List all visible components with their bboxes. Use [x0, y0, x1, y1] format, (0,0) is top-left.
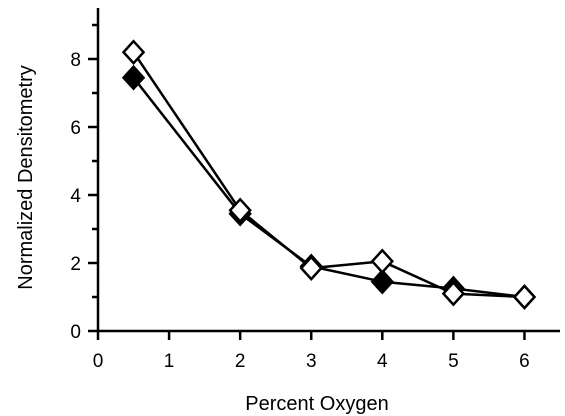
x-tick-label: 3: [306, 351, 317, 372]
y-tick-label: 6: [70, 118, 81, 139]
y-ticks: 0 2 4 6 8: [70, 23, 98, 343]
series-2-point: [441, 280, 466, 307]
series-2-point: [299, 255, 323, 281]
series-lines: [132, 51, 525, 299]
x-tick-label: 6: [519, 351, 530, 372]
x-tick-label: 0: [93, 351, 104, 372]
series-2-point: [512, 284, 537, 310]
x-tick-label: 4: [377, 351, 388, 372]
x-tick-label: 1: [164, 351, 175, 372]
y-axis-label: Normalized Densitometry: [15, 65, 37, 290]
series-1-point: [370, 268, 394, 295]
axes: 0 1 2 3 4 5 6 0 2 4 6 8: [70, 8, 560, 372]
series-2-point: [121, 39, 146, 66]
series-2-point: [228, 197, 252, 224]
series-markers: [121, 39, 537, 310]
series-2-point: [370, 248, 394, 275]
series-2-line: [132, 51, 525, 299]
x-tick-label: 2: [235, 351, 246, 372]
y-tick-label: 2: [70, 254, 81, 275]
x-axis-label: Percent Oxygen: [245, 393, 388, 415]
y-tick-label: 8: [70, 50, 81, 71]
x-ticks: 0 1 2 3 4 5 6: [93, 331, 530, 372]
y-tick-label: 4: [70, 186, 81, 207]
series-1-point: [121, 64, 146, 91]
series-1-line: [132, 76, 525, 299]
y-tick-label: 0: [70, 322, 81, 343]
x-tick-label: 5: [448, 351, 459, 372]
